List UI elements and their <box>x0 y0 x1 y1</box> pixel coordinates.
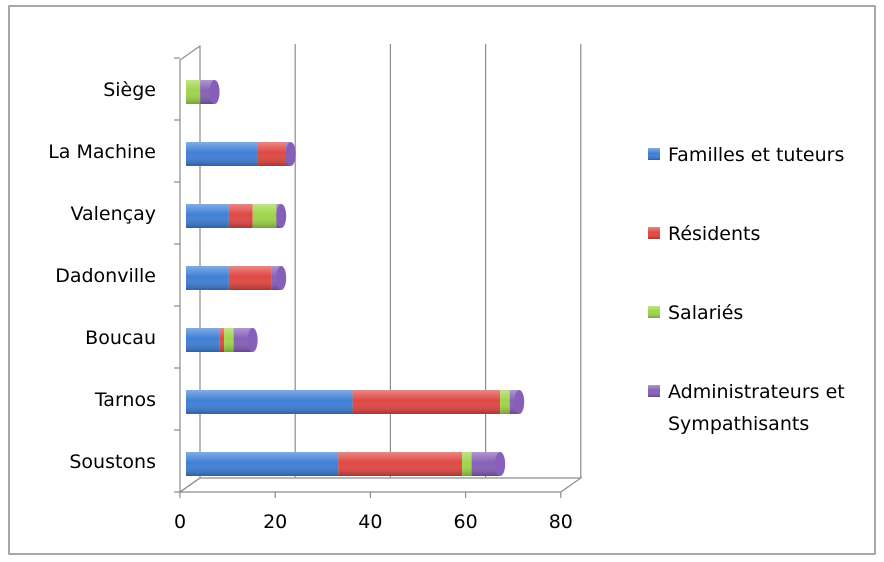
bar-cap-boucau <box>247 328 258 352</box>
bar-cap-tarnos <box>514 390 525 414</box>
bar-segment-valencay-residents <box>228 204 253 228</box>
bar-segment-tarnos-salaries <box>500 390 510 414</box>
bar-cap-soustons <box>495 452 506 476</box>
bar-segment-dadonville-residents <box>228 266 272 290</box>
category-label-siege: Siège <box>103 79 156 101</box>
bar-segment-soustons-administrateurs-et-sympathisants <box>471 452 501 476</box>
legend-label: Familles et tuteurs <box>668 144 844 166</box>
bars <box>186 80 525 476</box>
x-tick-label: 80 <box>549 511 573 533</box>
bar-cap-la-machine <box>285 142 296 166</box>
tick-labels: 0 20 40 60 80 <box>174 511 573 533</box>
x-tick-label: 0 <box>174 511 186 533</box>
category-label-la-machine: La Machine <box>48 141 156 163</box>
legend-item-residents: Résidents <box>648 223 760 245</box>
bar-cap-valencay <box>276 204 287 228</box>
bar-segment-la-machine-familles-et-tuteurs <box>186 142 258 166</box>
bar-segment-boucau-residents <box>219 328 225 352</box>
bar-cap-siege <box>209 80 220 104</box>
bar-segment-boucau-salaries <box>224 328 234 352</box>
bar-segment-soustons-familles-et-tuteurs <box>186 452 339 476</box>
bar-segment-tarnos-residents <box>352 390 501 414</box>
legend-label: Salariés <box>668 302 743 324</box>
category-label-boucau: Boucau <box>85 327 156 349</box>
bar-segment-soustons-residents <box>338 452 463 476</box>
x-tick-label: 20 <box>263 511 287 533</box>
category-label-tarnos: Tarnos <box>94 389 156 411</box>
bar-segment-la-machine-residents <box>257 142 286 166</box>
side-wall <box>179 44 201 494</box>
category-label-soustons: Soustons <box>69 451 156 473</box>
legend-item-administrateurs-et-sympathisants: Administrateurs et Sympathisants <box>648 381 845 435</box>
category-label-valencay: Valençay <box>70 203 156 225</box>
bar-cap-dadonville <box>276 266 287 290</box>
x-tick-label: 40 <box>358 511 382 533</box>
category-label-dadonville: Dadonville <box>55 265 156 287</box>
bar-segment-dadonville-familles-et-tuteurs <box>186 266 229 290</box>
category-labels: Soustons Tarnos Boucau Dadonville Valençay La… <box>48 79 156 473</box>
legend-item-familles-et-tuteurs: Familles et tuteurs <box>648 144 844 166</box>
bar-segment-soustons-salaries <box>462 452 472 476</box>
legend-item-salaries: Salariés <box>648 302 743 324</box>
bar-segment-boucau-administrateurs-et-sympathisants <box>233 328 253 352</box>
legend-label: Administrateurs et Sympathisants <box>668 381 845 435</box>
x-tick-label: 60 <box>454 511 478 533</box>
legend: Familles et tuteurs Résidents Salariés Admi… <box>648 144 845 435</box>
bar-segment-siege-salaries <box>186 80 201 104</box>
bar-segment-tarnos-familles-et-tuteurs <box>186 390 353 414</box>
bar-segment-valencay-salaries <box>252 204 277 228</box>
bar-segment-boucau-familles-et-tuteurs <box>186 328 220 352</box>
bar-segment-valencay-familles-et-tuteurs <box>186 204 229 228</box>
legend-label: Résidents <box>668 223 760 245</box>
